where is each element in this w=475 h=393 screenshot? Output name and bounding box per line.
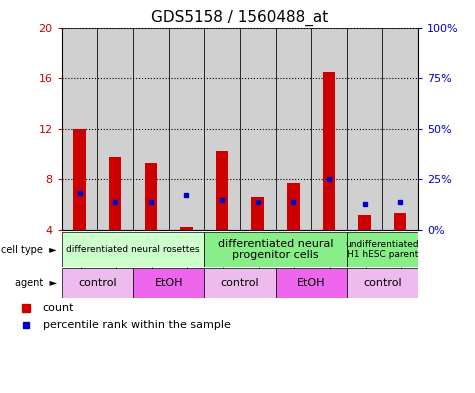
Bar <box>204 232 347 267</box>
Bar <box>323 72 335 230</box>
Bar <box>251 197 264 230</box>
Bar <box>311 28 347 230</box>
Bar <box>216 151 228 230</box>
Bar <box>109 156 122 230</box>
Text: differentiated neural
progenitor cells: differentiated neural progenitor cells <box>218 239 333 260</box>
Text: cell type  ►: cell type ► <box>1 244 57 255</box>
Bar <box>382 28 418 230</box>
Bar <box>276 28 311 230</box>
Text: count: count <box>43 303 74 313</box>
Bar <box>347 232 418 267</box>
Text: percentile rank within the sample: percentile rank within the sample <box>43 320 231 330</box>
Bar <box>358 215 371 230</box>
Bar <box>97 28 133 230</box>
Bar <box>62 28 97 230</box>
Bar <box>180 228 193 230</box>
Bar <box>133 268 204 298</box>
Bar <box>144 163 157 230</box>
Text: control: control <box>363 278 402 288</box>
Bar <box>394 213 407 230</box>
Bar <box>169 28 204 230</box>
Bar <box>62 268 133 298</box>
Text: differentiated neural rosettes: differentiated neural rosettes <box>66 245 200 254</box>
Text: EtOH: EtOH <box>297 278 325 288</box>
Bar <box>276 28 311 230</box>
Bar <box>204 28 240 230</box>
Bar <box>240 28 276 230</box>
Bar <box>347 28 382 230</box>
Title: GDS5158 / 1560488_at: GDS5158 / 1560488_at <box>151 10 329 26</box>
Bar <box>62 232 204 267</box>
Bar <box>204 268 276 298</box>
Bar <box>133 28 169 230</box>
Text: agent  ►: agent ► <box>15 278 57 288</box>
Text: control: control <box>220 278 259 288</box>
Text: undifferentiated
H1 hESC parent: undifferentiated H1 hESC parent <box>346 240 419 259</box>
Text: control: control <box>78 278 117 288</box>
Bar <box>311 28 347 230</box>
Bar <box>240 28 276 230</box>
Bar <box>382 28 418 230</box>
Bar <box>347 28 382 230</box>
Bar <box>204 28 240 230</box>
Bar <box>62 28 97 230</box>
Bar <box>276 268 347 298</box>
Bar <box>347 268 418 298</box>
Text: EtOH: EtOH <box>154 278 183 288</box>
Bar <box>97 28 133 230</box>
Bar <box>133 28 169 230</box>
Bar <box>287 183 300 230</box>
Bar <box>169 28 204 230</box>
Bar <box>73 129 86 230</box>
